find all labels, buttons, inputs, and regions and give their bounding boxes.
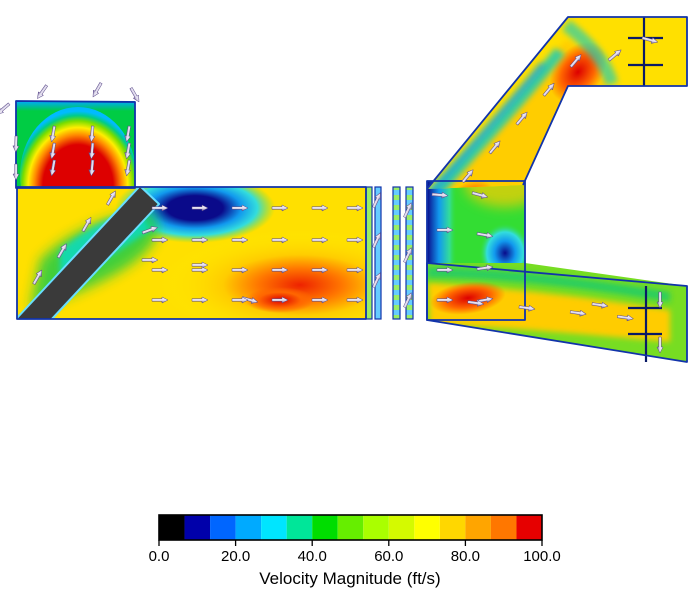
svg-text:80.0: 80.0 (451, 548, 480, 565)
svg-text:60.0: 60.0 (374, 548, 403, 565)
svg-text:20.0: 20.0 (221, 548, 250, 565)
svg-text:40.0: 40.0 (298, 548, 327, 565)
svg-text:Velocity Magnitude (ft/s): Velocity Magnitude (ft/s) (259, 569, 440, 588)
svg-text:100.0: 100.0 (523, 548, 561, 565)
svg-text:0.0: 0.0 (149, 548, 170, 565)
